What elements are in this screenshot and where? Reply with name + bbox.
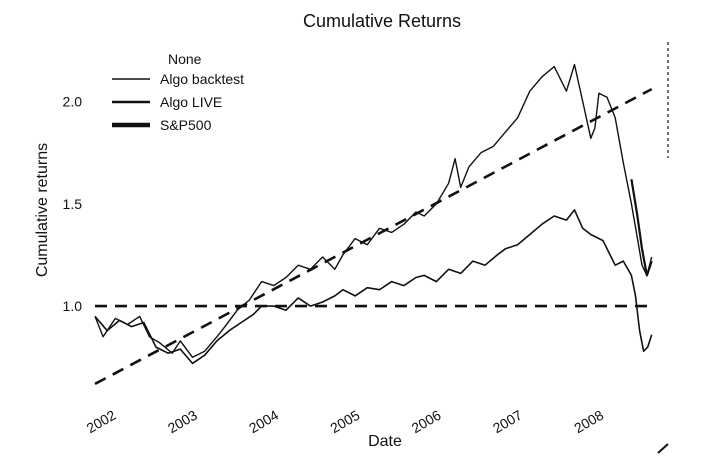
legend: None Algo backtest Algo LIVE S&P500 (112, 51, 244, 133)
x-tick-label: 2006 (409, 407, 444, 437)
series-line-reference-line-3 (94, 87, 653, 386)
x-tick-label: 2005 (327, 407, 362, 437)
x-tick-label: 2008 (571, 407, 606, 437)
x-tick-label: 2003 (165, 407, 200, 437)
series-line-s-p500 (94, 209, 653, 365)
y-axis-label: Cumulative returns (34, 143, 51, 277)
y-tick-label: 1.0 (63, 298, 83, 314)
y-tick-label: 2.0 (63, 93, 83, 109)
tick-layer: 1.0 1.5 2.0 2002 2003 2004 2005 2006 2007 2008 (63, 93, 607, 436)
series-line-algo-live (630, 179, 653, 277)
legend-label: Algo LIVE (160, 94, 222, 110)
x-tick-label: 2004 (246, 407, 281, 437)
corner-mark-icon (657, 443, 669, 454)
series-layer (94, 63, 653, 386)
series-line-algo-backtest (94, 63, 653, 358)
legend-label: S&P500 (160, 117, 212, 133)
legend-label: Algo backtest (160, 71, 244, 87)
x-tick-label: 2007 (490, 407, 525, 437)
y-tick-label: 1.5 (63, 196, 83, 212)
x-tick-label: 2002 (84, 407, 119, 437)
x-axis-label: Date (368, 433, 402, 450)
chart-title: Cumulative Returns (303, 11, 461, 31)
legend-title: None (168, 51, 202, 67)
